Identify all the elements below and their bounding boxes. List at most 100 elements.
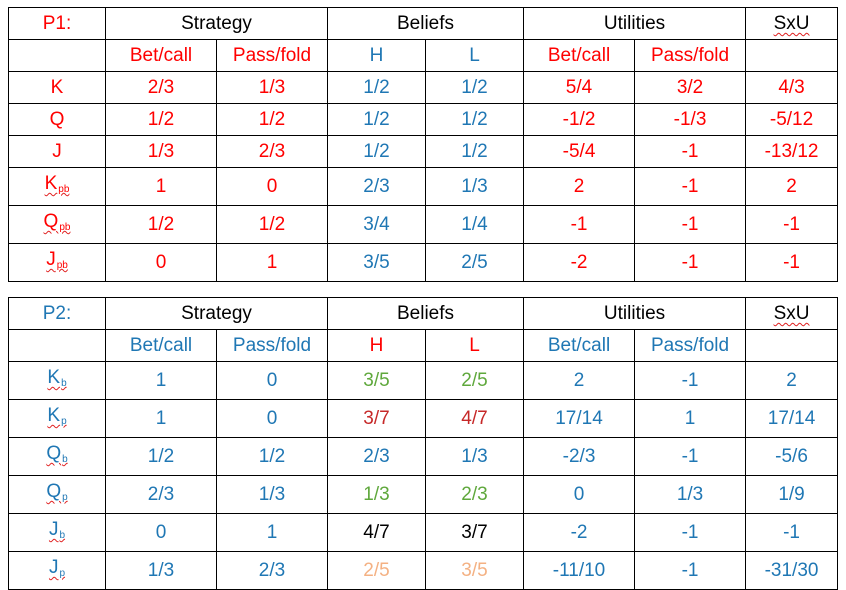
table-cell: 1/2: [425, 135, 525, 168]
row-label: Kb: [8, 361, 106, 400]
header-row: P2: Strategy Beliefs Utilities SxU: [8, 297, 839, 330]
table-cell: 4/7: [327, 513, 427, 552]
row-label: Qb: [8, 437, 106, 476]
table-cell: 1/3: [634, 475, 747, 514]
table-cell: -5/6: [745, 437, 839, 476]
table-row: Kpb 1 0 2/3 1/3 2 -1 2: [8, 167, 839, 206]
table-cell: 2/3: [425, 475, 525, 514]
row-label-main: K: [44, 173, 58, 194]
row-label-sub: pb: [58, 184, 70, 195]
subheader-cell: H: [327, 329, 427, 362]
table-cell: 1/2: [327, 103, 427, 136]
table-cell: 0: [105, 513, 217, 552]
header-strategy: Strategy: [104, 297, 329, 330]
row-label-main: K: [47, 405, 61, 426]
row-label-main: J: [46, 249, 56, 270]
row-label-text: Jp: [48, 557, 66, 579]
table-row: K 2/3 1/3 1/2 1/2 5/4 3/2 4/3: [8, 71, 839, 104]
table-cell: -5/4: [523, 135, 636, 168]
table-cell: -1/2: [523, 103, 636, 136]
table-cell: 3/5: [327, 243, 427, 282]
table-cell: 3/5: [327, 361, 427, 400]
subheader-cell: L: [425, 329, 525, 362]
table-cell: 1/3: [425, 167, 525, 206]
subheader-cell: H: [327, 39, 427, 72]
row-label-sub: b: [61, 378, 67, 389]
row-label-sub: b: [62, 454, 68, 465]
subheader-cell: Bet/call: [105, 39, 217, 72]
header-beliefs-text: Beliefs: [397, 303, 455, 324]
table-cell: 3/4: [327, 205, 427, 244]
table-cell: -1: [523, 205, 636, 244]
table-cell: 3/5: [425, 551, 525, 590]
table-cell: 2/3: [215, 135, 329, 168]
header-strategy-text: Strategy: [181, 303, 252, 324]
row-label-sub: p: [62, 492, 68, 503]
table-cell: 2/3: [105, 71, 217, 104]
header-sxu: SxU: [745, 297, 839, 330]
table-cell: 2: [523, 361, 636, 400]
table-cell: 3/7: [327, 399, 427, 438]
table-cell: 1/3: [327, 475, 427, 514]
subheader-empty: [8, 329, 106, 362]
table-cell: 0: [523, 475, 636, 514]
table-cell: 1: [105, 167, 217, 206]
row-label-sub: pb: [56, 260, 68, 271]
table-cell: 1/9: [745, 475, 839, 514]
subheader-row: Bet/call Pass/fold H L Bet/call Pass/fold: [8, 329, 839, 362]
table-cell: 2/5: [327, 551, 427, 590]
player-label: P2:: [8, 297, 106, 330]
table-row: Jb 0 1 4/7 3/7 -2 -1 -1: [8, 513, 839, 552]
table-cell: 1/2: [425, 71, 525, 104]
table-cell: 1: [634, 399, 747, 438]
header-strategy: Strategy: [104, 7, 329, 40]
table-cell: -1: [634, 135, 747, 168]
table-cell: 1/2: [327, 135, 427, 168]
row-label-text: Jpb: [46, 249, 68, 271]
table-cell: 1/4: [425, 205, 525, 244]
table-cell: 2/3: [105, 475, 217, 514]
table-cell: 17/14: [523, 399, 636, 438]
table-cell: 1/2: [215, 205, 329, 244]
row-label: Q: [8, 103, 106, 136]
subheader-cell: Bet/call: [105, 329, 217, 362]
table-cell: 2: [745, 361, 839, 400]
table-cell: 2: [745, 167, 839, 206]
row-label: Jpb: [8, 243, 106, 282]
table-cell: -1: [745, 513, 839, 552]
table-cell: 2/5: [425, 361, 525, 400]
player-label: P1:: [8, 7, 106, 40]
row-label: Qp: [8, 475, 106, 514]
header-sxu-text: SxU: [773, 13, 810, 34]
table-cell: 1: [105, 399, 217, 438]
header-beliefs-text: Beliefs: [397, 13, 455, 34]
table-cell: -2/3: [523, 437, 636, 476]
subheader-empty: [745, 329, 839, 362]
table-cell: 1/3: [215, 71, 329, 104]
table-cell: 17/14: [745, 399, 839, 438]
row-label: Qpb: [8, 205, 106, 244]
row-label-text: Jb: [49, 519, 65, 541]
table-cell: 1/2: [105, 437, 217, 476]
subheader-cell: Bet/call: [523, 39, 636, 72]
table-row: Qb 1/2 1/2 2/3 1/3 -2/3 -1 -5/6: [8, 437, 839, 476]
header-utilities-text: Utilities: [603, 13, 666, 34]
table-cell: -1: [634, 437, 747, 476]
header-beliefs: Beliefs: [327, 7, 525, 40]
row-label-text: Qp: [46, 481, 68, 503]
table-cell: -1: [634, 551, 747, 590]
subheader-cell: L: [425, 39, 525, 72]
row-label: J: [8, 135, 106, 168]
header-sxu: SxU: [745, 7, 839, 40]
p1-table: P1: Strategy Beliefs Utilities SxU Bet/call Pa…: [8, 7, 839, 282]
row-label-sub: p: [59, 568, 66, 579]
row-label-text: J: [52, 141, 62, 162]
p1-table-body: P1: Strategy Beliefs Utilities SxU Bet/call Pa…: [8, 7, 839, 282]
header-utilities: Utilities: [523, 297, 747, 330]
table-row: Q 1/2 1/2 1/2 1/2 -1/2 -1/3 -5/12: [8, 103, 839, 136]
row-label-text: Kp: [47, 405, 66, 427]
header-utilities: Utilities: [523, 7, 747, 40]
table-cell: -2: [523, 243, 636, 282]
row-label-main: J: [48, 557, 59, 578]
table-cell: 3/7: [425, 513, 525, 552]
